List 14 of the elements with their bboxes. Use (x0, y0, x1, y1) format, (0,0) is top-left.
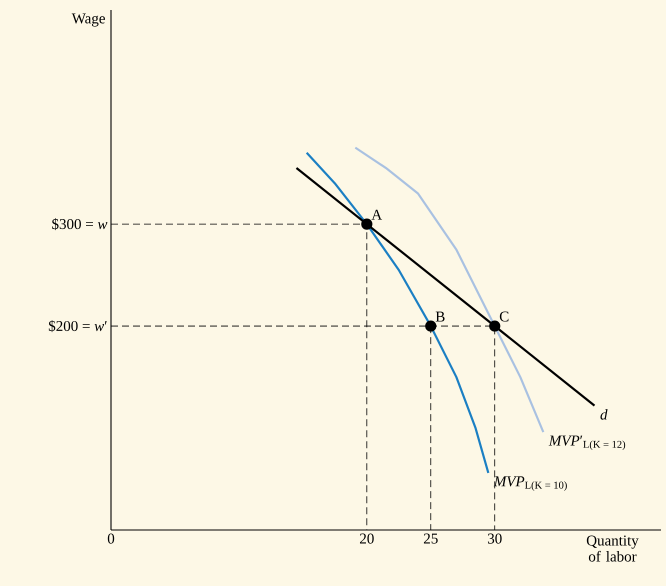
series-label: MVP′$_{L(K = 12)}$ (548, 436, 626, 450)
x-tick-label: 25 (424, 534, 438, 544)
annotation: C (500, 311, 508, 322)
series-label: d (600, 409, 608, 420)
x-tick-label: 30 (488, 534, 502, 544)
y-axis-title: Wage (72, 14, 105, 27)
x-tick-label: 20 (360, 534, 374, 544)
y-tick-label: $300 = w (52, 218, 108, 230)
annotation: B (436, 312, 445, 322)
x-axis-title: Quantity of labor (586, 536, 639, 562)
y-tick-label: $200 = w′ (48, 320, 107, 332)
x-tick-label: 0 (108, 534, 114, 544)
annotation: A (371, 210, 382, 220)
series-label: MVP$_{L(K = 10)}$ (494, 476, 567, 491)
